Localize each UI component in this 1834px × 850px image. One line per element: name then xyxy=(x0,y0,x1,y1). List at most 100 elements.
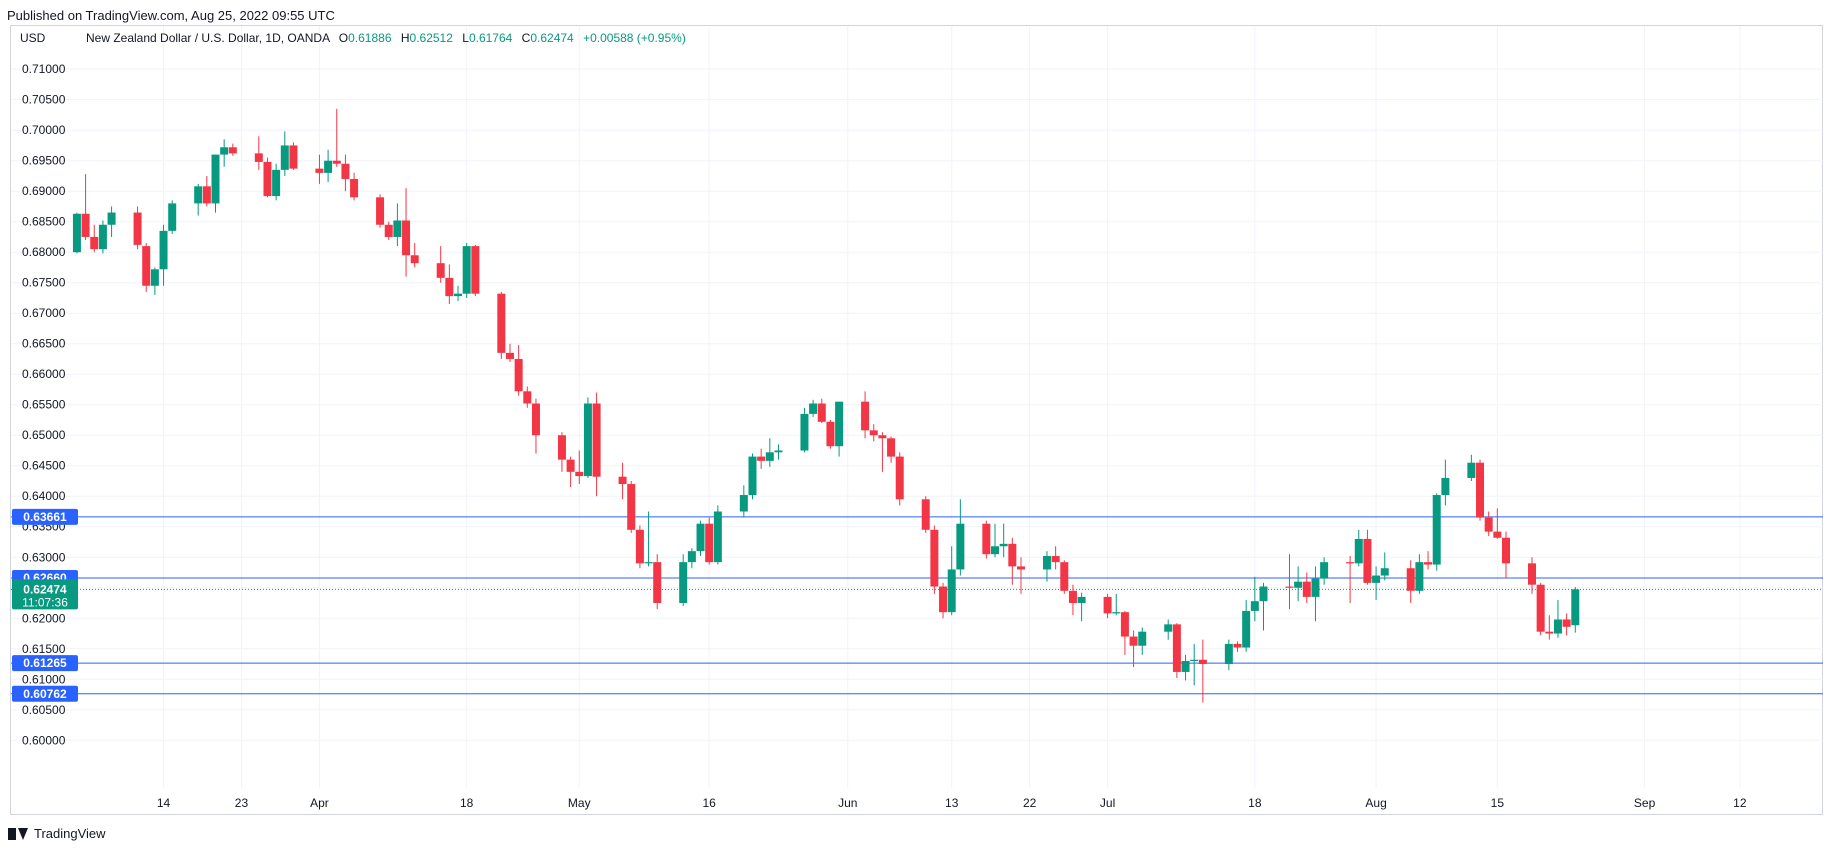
candle xyxy=(523,386,532,408)
candle-body xyxy=(1129,636,1138,646)
legend-high-label: H xyxy=(401,31,410,45)
candle-body xyxy=(107,212,116,225)
candle xyxy=(1467,454,1476,481)
candle xyxy=(835,401,844,457)
candle xyxy=(462,243,471,298)
candle xyxy=(194,183,203,216)
candle-body xyxy=(575,471,584,477)
candle xyxy=(713,505,722,565)
x-tick-label: Sep xyxy=(1634,796,1656,810)
candle-body xyxy=(939,586,948,613)
candle xyxy=(627,480,636,533)
candle xyxy=(991,523,1000,558)
candle-body xyxy=(774,450,783,453)
candle xyxy=(1527,557,1536,594)
candle-body xyxy=(531,403,540,436)
candle-body xyxy=(150,269,159,286)
x-tick-label: 13 xyxy=(945,796,959,810)
candle xyxy=(861,391,870,439)
candle xyxy=(635,525,644,569)
candle xyxy=(1294,566,1303,602)
candle-body xyxy=(1484,517,1493,532)
candle-body xyxy=(1008,543,1017,567)
candle xyxy=(436,246,445,283)
candle xyxy=(1224,639,1233,671)
candle xyxy=(1285,554,1294,610)
candle xyxy=(947,546,956,616)
candle-body xyxy=(869,430,878,436)
candle-body xyxy=(211,154,220,204)
candle xyxy=(1242,599,1251,652)
candle-body xyxy=(1164,624,1173,632)
candle xyxy=(497,291,506,359)
candle xyxy=(1545,615,1554,640)
candle-body xyxy=(618,476,627,485)
y-tick-label: 0.69500 xyxy=(22,154,66,168)
candle xyxy=(1424,551,1433,570)
candle-body xyxy=(350,178,359,198)
candle-body xyxy=(1250,601,1259,611)
candle-body xyxy=(410,255,419,264)
y-tick-label: 0.67000 xyxy=(22,306,66,320)
candle xyxy=(757,448,766,469)
candle-body xyxy=(1285,586,1294,588)
candle xyxy=(1380,552,1389,581)
candle xyxy=(800,407,809,453)
candle-body xyxy=(1311,578,1320,597)
candle xyxy=(1493,508,1502,539)
candle-body xyxy=(1545,631,1554,634)
candle xyxy=(644,511,653,567)
y-tick-label: 0.61000 xyxy=(22,672,66,686)
candle-body xyxy=(635,529,644,564)
x-tick-label: Apr xyxy=(310,796,329,810)
candle xyxy=(1441,459,1450,506)
candle-body xyxy=(921,499,930,530)
candle xyxy=(98,220,107,254)
countdown-label: 11:07:36 xyxy=(22,595,68,609)
candle xyxy=(557,432,566,472)
candle-body xyxy=(1172,624,1181,672)
candles xyxy=(72,108,1580,703)
candle-body xyxy=(895,456,904,500)
candle xyxy=(315,154,324,184)
y-tick-label: 0.65000 xyxy=(22,428,66,442)
y-tick-label: 0.67500 xyxy=(22,276,66,290)
candle-body xyxy=(1553,619,1562,634)
candle xyxy=(228,143,237,156)
tradingview-logo-icon xyxy=(8,827,28,840)
candle xyxy=(332,108,341,167)
legend-close-label: C xyxy=(522,31,531,45)
candle xyxy=(350,172,359,201)
candle-body xyxy=(471,246,480,294)
legend-close-value: 0.62474 xyxy=(530,31,574,45)
candle xyxy=(384,221,393,241)
candle-body xyxy=(72,213,81,253)
candle xyxy=(454,285,463,302)
horizontal-line-label-bg xyxy=(12,655,78,672)
candle-body xyxy=(462,246,471,294)
legend-change: +0.00588 (+0.95%) xyxy=(583,31,686,45)
candle-body xyxy=(696,523,705,552)
candle-body xyxy=(402,220,411,256)
horizontal-line-label-bg xyxy=(12,685,78,702)
candle xyxy=(765,438,774,467)
candle xyxy=(168,200,177,234)
footer: TradingView xyxy=(8,826,106,841)
candle-body xyxy=(1493,531,1502,538)
candle xyxy=(1536,582,1545,636)
candle-body xyxy=(228,147,237,154)
candle-body xyxy=(1363,538,1372,583)
candle xyxy=(774,444,783,460)
candle xyxy=(1103,593,1112,619)
candle-body xyxy=(1138,631,1147,646)
candle xyxy=(1406,560,1415,604)
legend-high-value: 0.62512 xyxy=(410,31,454,45)
candle xyxy=(471,244,480,297)
y-tick-label: 0.70000 xyxy=(22,123,66,137)
candle xyxy=(445,264,454,305)
candle-body xyxy=(324,160,333,173)
footer-brand: TradingView xyxy=(34,826,106,841)
candle xyxy=(1016,557,1025,594)
candle-body xyxy=(1432,495,1441,565)
